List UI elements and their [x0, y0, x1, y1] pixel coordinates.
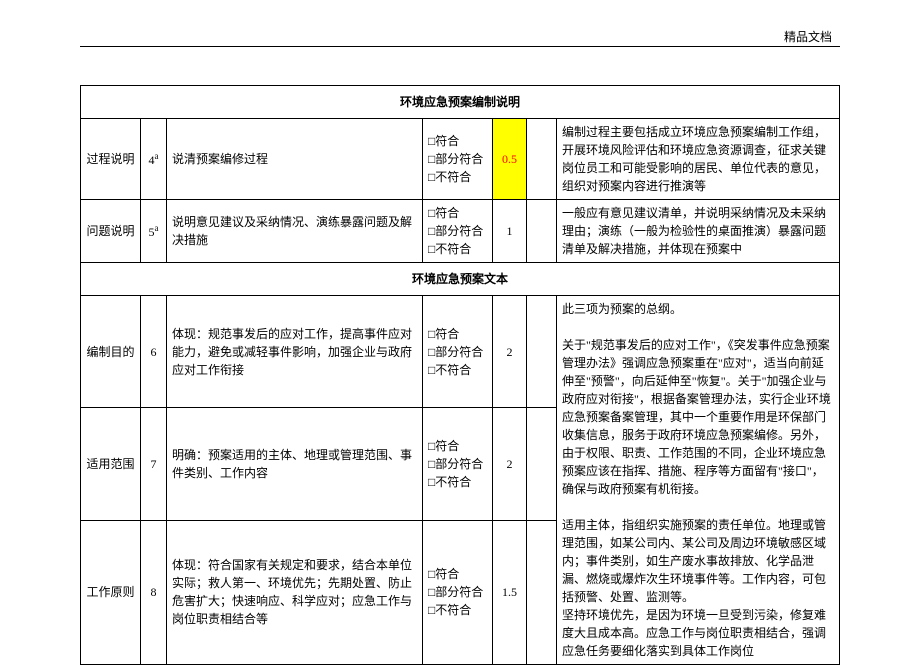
row-content: 明确：预案适用的主体、地理或管理范围、事件类别、工作内容	[167, 408, 423, 520]
row-content: 体现：规范事发后的应对工作，提高事件应对能力，避免或减轻事件影响，加强企业与政府…	[167, 296, 423, 408]
row-content: 说明意见建议及采纳情况、演练暴露问题及解决措施	[167, 200, 423, 263]
row-number: 6	[141, 296, 167, 408]
row-blank	[527, 408, 557, 520]
merged-remarks: 此三项为预案的总纲。 关于"规范事发后的应对工作"，《突发事件应急预案管理办法》…	[557, 296, 840, 665]
row-number: 8	[141, 520, 167, 664]
row-label: 编制目的	[81, 296, 141, 408]
row-number: 5a	[141, 200, 167, 263]
header-label: 精品文档	[784, 28, 832, 45]
row-remarks: 编制过程主要包括成立环境应急预案编制工作组，开展环境风险评估和环境应急资源调查，…	[557, 119, 840, 200]
row-label: 过程说明	[81, 119, 141, 200]
row-score: 2	[493, 296, 527, 408]
row-label: 工作原则	[81, 520, 141, 664]
row-content: 体现：符合国家有关规定和要求，结合本单位实际；救人第一、环境优先；先期处置、防止…	[167, 520, 423, 664]
row-score: 0.5	[493, 119, 527, 200]
section-header-row: 环境应急预案文本	[81, 263, 840, 296]
row-blank	[527, 296, 557, 408]
section2-title: 环境应急预案文本	[81, 263, 840, 296]
row-checks: □符合□部分符合□不符合	[423, 520, 493, 664]
row-blank	[527, 200, 557, 263]
row-number: 4a	[141, 119, 167, 200]
row-checks: □符合□部分符合□不符合	[423, 119, 493, 200]
row-score: 2	[493, 408, 527, 520]
row-blank	[527, 520, 557, 664]
table-row: 编制目的 6 体现：规范事发后的应对工作，提高事件应对能力，避免或减轻事件影响，…	[81, 296, 840, 408]
row-label: 问题说明	[81, 200, 141, 263]
row-content: 说清预案编修过程	[167, 119, 423, 200]
row-checks: □符合□部分符合□不符合	[423, 408, 493, 520]
evaluation-table: 环境应急预案编制说明 过程说明 4a 说清预案编修过程 □符合□部分符合□不符合…	[80, 85, 840, 665]
row-label: 适用范围	[81, 408, 141, 520]
row-score: 1.5	[493, 520, 527, 664]
row-number: 7	[141, 408, 167, 520]
table-container: 环境应急预案编制说明 过程说明 4a 说清预案编修过程 □符合□部分符合□不符合…	[80, 85, 840, 665]
header-rule	[80, 46, 840, 47]
table-row: 问题说明 5a 说明意见建议及采纳情况、演练暴露问题及解决措施 □符合□部分符合…	[81, 200, 840, 263]
row-blank	[527, 119, 557, 200]
row-checks: □符合□部分符合□不符合	[423, 296, 493, 408]
section-header-row: 环境应急预案编制说明	[81, 86, 840, 119]
row-checks: □符合□部分符合□不符合	[423, 200, 493, 263]
table-row: 过程说明 4a 说清预案编修过程 □符合□部分符合□不符合 0.5 编制过程主要…	[81, 119, 840, 200]
row-score: 1	[493, 200, 527, 263]
row-remarks: 一般应有意见建议清单，并说明采纳情况及未采纳理由；演练（一般为检验性的桌面推演）…	[557, 200, 840, 263]
section1-title: 环境应急预案编制说明	[81, 86, 840, 119]
